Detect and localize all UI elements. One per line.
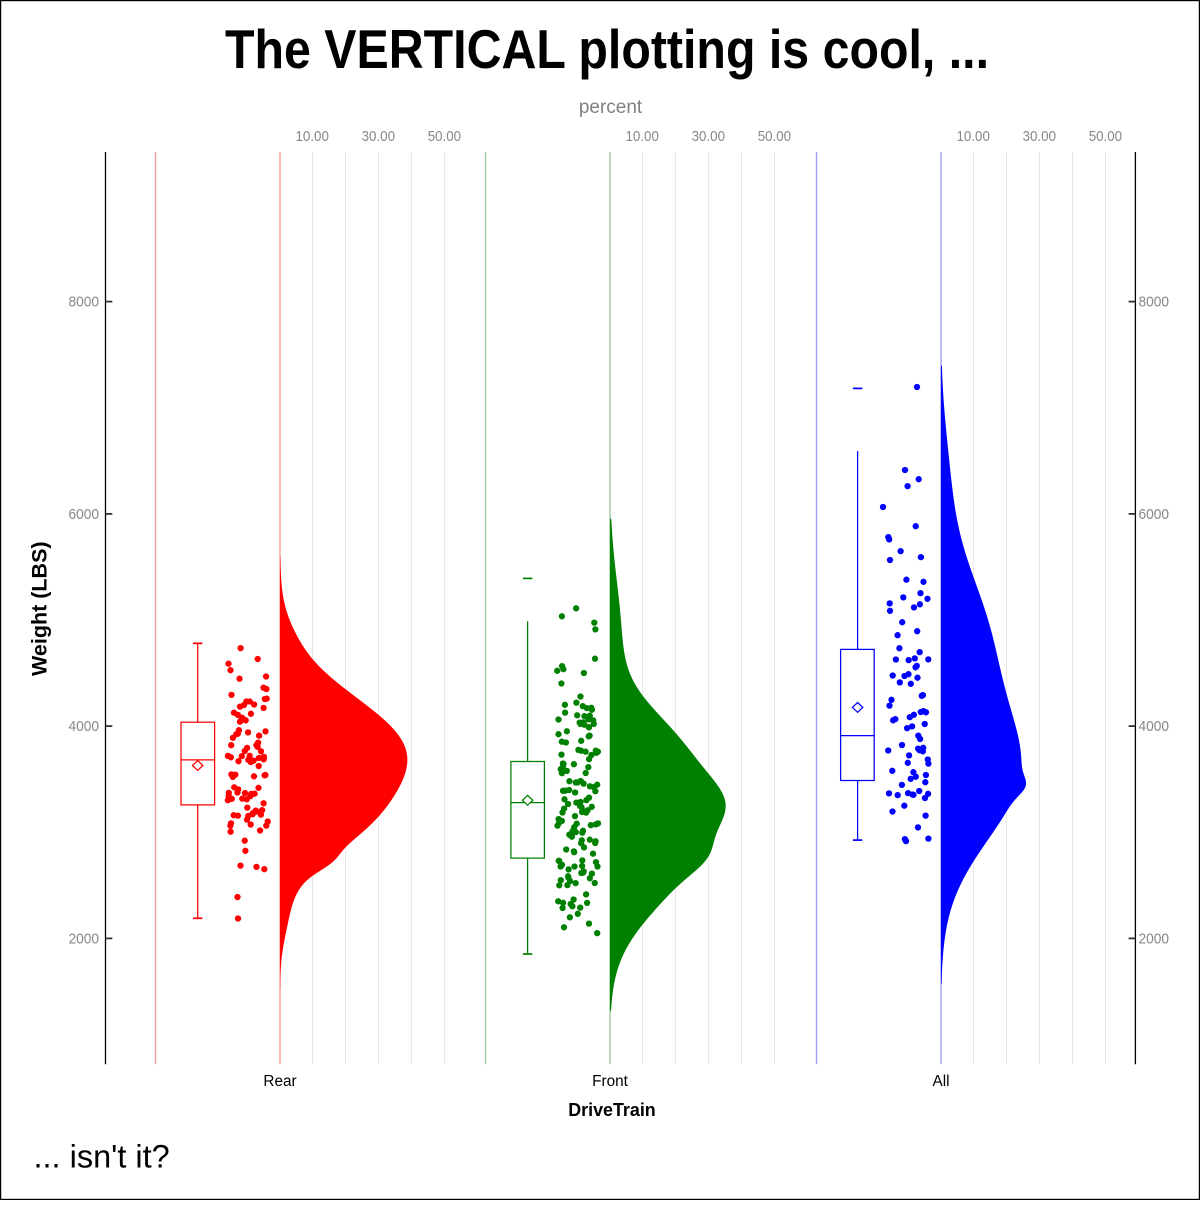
svg-text:The VERTICAL plotting is cool,: The VERTICAL plotting is cool, ... xyxy=(225,19,989,80)
svg-text:4000: 4000 xyxy=(69,718,100,735)
svg-text:10.00: 10.00 xyxy=(296,128,329,145)
svg-text:50.00: 50.00 xyxy=(428,128,461,145)
svg-text:2000: 2000 xyxy=(69,930,100,947)
svg-text:2000: 2000 xyxy=(1139,930,1170,947)
svg-text:percent: percent xyxy=(579,97,643,118)
svg-text:4000: 4000 xyxy=(1139,718,1170,735)
svg-text:8000: 8000 xyxy=(1139,294,1170,311)
svg-text:Front: Front xyxy=(592,1073,628,1090)
svg-text:30.00: 30.00 xyxy=(362,128,395,145)
svg-text:8000: 8000 xyxy=(69,294,100,311)
svg-text:... isn't it?: ... isn't it? xyxy=(34,1139,170,1175)
svg-text:All: All xyxy=(933,1073,950,1090)
svg-text:Weight (LBS): Weight (LBS) xyxy=(28,541,52,676)
svg-text:50.00: 50.00 xyxy=(758,128,791,145)
svg-text:6000: 6000 xyxy=(1139,506,1170,523)
svg-text:10.00: 10.00 xyxy=(957,128,990,145)
svg-text:50.00: 50.00 xyxy=(1089,128,1122,145)
svg-text:6000: 6000 xyxy=(69,506,100,523)
svg-text:Rear: Rear xyxy=(263,1073,296,1090)
svg-text:10.00: 10.00 xyxy=(626,128,659,145)
svg-text:30.00: 30.00 xyxy=(692,128,725,145)
svg-text:DriveTrain: DriveTrain xyxy=(568,1099,656,1120)
svg-text:30.00: 30.00 xyxy=(1023,128,1056,145)
